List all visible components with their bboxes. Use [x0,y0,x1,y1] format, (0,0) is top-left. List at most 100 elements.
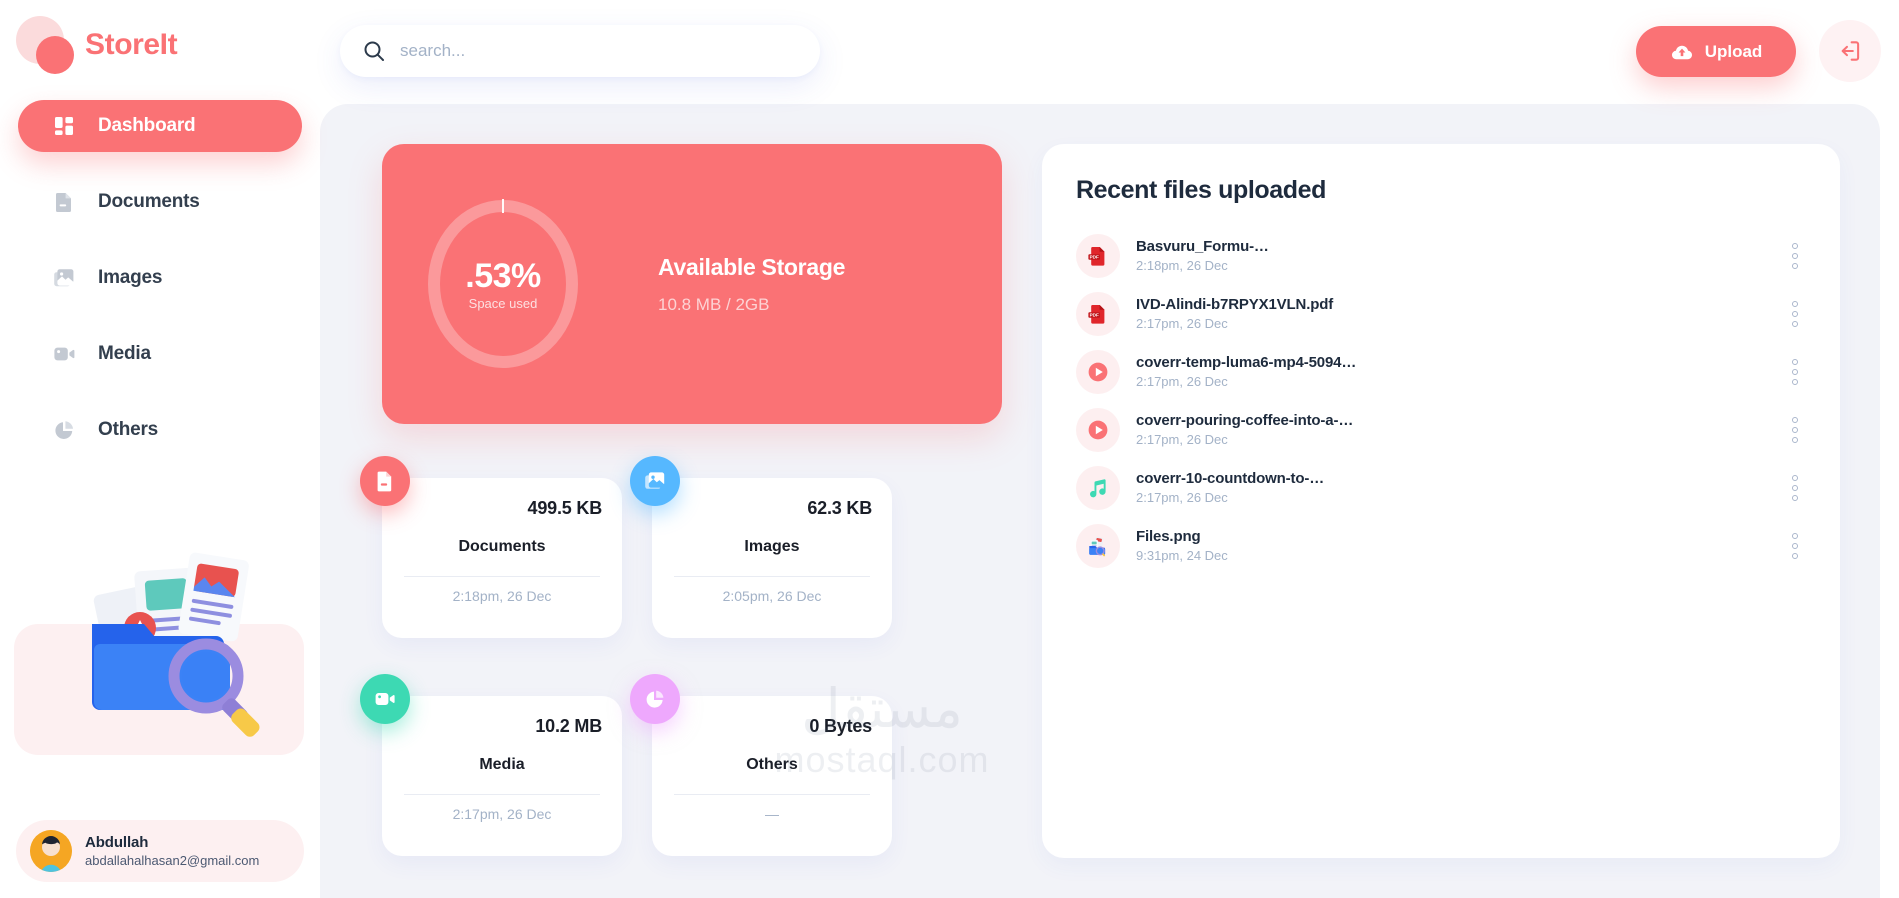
divider [404,576,600,577]
upload-button-label: Upload [1704,41,1763,61]
user-avatar-icon [30,830,72,872]
dashboard-left-column: .53% Space used Available Storage 10.8 M… [360,144,1002,898]
recent-files-title: Recent files uploaded [1076,176,1326,204]
image-icon [645,472,665,489]
summary-card-title: Images [744,538,800,555]
recent-files-panel: Recent files uploaded PDF Basvuru_Form [1042,144,1840,858]
summary-card-size: 499.5 KB [527,498,603,518]
brand-logo-area[interactable]: StoreIt [14,14,178,76]
pie-chart-icon [646,690,664,708]
summary-card-badge [630,674,680,724]
sidebar-item-dashboard[interactable]: Dashboard [18,100,302,152]
file-thumbnail [1076,466,1120,510]
list-item[interactable]: PDF Basvuru_Formu-… 2:18pm, 26 Dec [1076,227,1806,285]
sidebar-item-label: Media [98,343,151,364]
storage-info: Available Storage 10.8 MB / 2GB [658,254,845,315]
user-name: Abdullah [85,833,149,851]
file-name: coverr-10-countdown-to-… [1136,470,1325,487]
summary-card-images[interactable]: 62.3 KB Images 2:05pm, 26 Dec [630,456,892,638]
user-meta: Abdullah abdallahalhasan2@gmail.com [85,834,259,869]
music-note-icon [1090,479,1106,498]
sidebar-item-media[interactable]: Media [18,328,302,380]
file-name: coverr-pouring-coffee-into-a-… [1136,412,1354,429]
sidebar-item-label: Documents [98,191,200,212]
kebab-menu-icon[interactable] [1784,299,1806,329]
sidebar-nav: Dashboard Documents Images [0,100,320,456]
summary-card-date: — [765,806,779,822]
kebab-menu-icon[interactable] [1784,531,1806,561]
kebab-menu-icon[interactable] [1784,415,1806,445]
list-item[interactable]: coverr-temp-luma6-mp4-5094… 2:17pm, 26 D… [1076,343,1806,401]
summary-card-badge [360,456,410,506]
summary-card-others[interactable]: 0 Bytes Others — [630,674,892,856]
file-thumbnail: PDF [1076,234,1120,278]
brand-name: StoreIt [85,28,178,61]
summary-card-size: 10.2 MB [535,716,602,736]
storage-gauge: .53% Space used [428,199,578,368]
storage-usage: 10.8 MB / 2GB [658,294,770,314]
file-date: 2:17pm, 26 Dec [1136,374,1228,389]
kebab-menu-icon[interactable] [1784,473,1806,503]
sidebar-item-label: Images [98,267,163,288]
divider [674,794,870,795]
video-play-icon [1088,362,1108,382]
sidebar-item-others[interactable]: Others [18,404,302,456]
summary-card-media[interactable]: 10.2 MB Media 2:17pm, 26 Dec [360,674,622,856]
storage-summary-card: .53% Space used Available Storage 10.8 M… [382,144,1002,424]
summary-card-size: 0 Bytes [809,716,872,736]
summary-card-title: Media [479,756,525,773]
summary-card-badge [360,674,410,724]
summary-card-documents[interactable]: 499.5 KB Documents 2:18pm, 26 Dec [360,456,622,638]
search-input[interactable] [400,41,798,61]
file-thumbnail [1076,524,1120,568]
storage-percent-sublabel: Space used [468,295,538,311]
file-thumbnail [1076,408,1120,452]
pdf-file-icon: PDF [1088,247,1105,266]
logout-icon [1841,41,1860,61]
avatar [30,830,72,872]
file-thumbnail [1076,350,1120,394]
summary-card-title: Others [746,756,798,773]
summary-card-date: 2:17pm, 26 Dec [452,806,552,822]
dashboard-right-column: Recent files uploaded PDF Basvuru_Form [1042,144,1840,898]
svg-text:PDF: PDF [1090,255,1099,260]
search-bar[interactable] [340,25,820,77]
folder-files-search-illustration [92,552,260,737]
video-play-icon [1088,420,1108,440]
storage-title: Available Storage [658,253,846,280]
svg-text:PDF: PDF [1090,313,1099,318]
top-header: StoreIt Upload [0,0,1899,100]
file-thumbnail: PDF [1076,292,1120,336]
divider [404,794,600,795]
two-circles-logo-icon [14,14,76,76]
image-thumb-icon [1089,536,1106,557]
image-icon [54,269,74,287]
dashboard-grid-icon [55,117,73,135]
file-date: 9:31pm, 24 Dec [1136,548,1228,563]
sidebar-item-label: Dashboard [98,115,196,136]
sidebar-user-card[interactable]: Abdullah abdallahalhasan2@gmail.com [16,820,304,882]
sidebar-item-documents[interactable]: Documents [18,176,302,228]
summary-card-date: 2:18pm, 26 Dec [452,588,552,604]
file-date: 2:17pm, 26 Dec [1136,432,1228,447]
sidebar-item-images[interactable]: Images [18,252,302,304]
file-date: 2:17pm, 26 Dec [1136,316,1228,331]
summary-card-date: 2:05pm, 26 Dec [722,588,822,604]
list-item[interactable]: Files.png 9:31pm, 24 Dec [1076,517,1806,575]
sidebar: Dashboard Documents Images [0,100,320,898]
logout-button[interactable] [1819,20,1881,82]
video-camera-icon [54,347,75,361]
list-item[interactable]: coverr-10-countdown-to-… 2:17pm, 26 Dec [1076,459,1806,517]
main-panel: .53% Space used Available Storage 10.8 M… [320,104,1880,898]
pdf-file-icon: PDF [1088,305,1105,324]
list-item[interactable]: coverr-pouring-coffee-into-a-… 2:17pm, 2… [1076,401,1806,459]
divider [674,576,870,577]
upload-button[interactable]: Upload [1636,26,1796,77]
kebab-menu-icon[interactable] [1784,241,1806,271]
summary-card-title: Documents [458,538,546,555]
list-item[interactable]: PDF IVD-Alindi-b7RPYX1VLN.pdf 2:17pm, 26… [1076,285,1806,343]
kebab-menu-icon[interactable] [1784,357,1806,387]
sidebar-item-label: Others [98,419,159,440]
sidebar-illustration [14,540,304,755]
